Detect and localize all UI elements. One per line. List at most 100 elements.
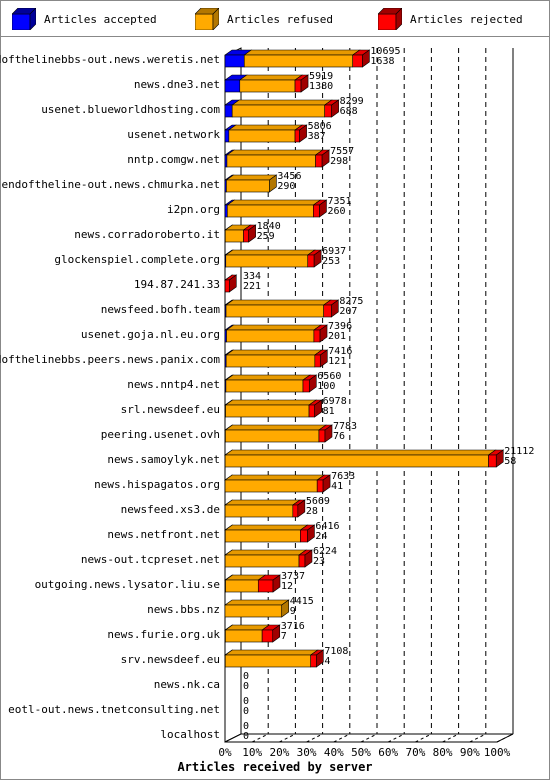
bar-side <box>297 499 306 518</box>
value-label-total: 8275 <box>339 296 363 307</box>
bar-segment-top <box>227 124 303 131</box>
bar-segment <box>310 654 317 668</box>
x-tick-label: 100% <box>484 746 511 759</box>
category-label: endoftheline-out.news.chmurka.net <box>1 178 220 191</box>
value-label-secondary: 12 <box>281 581 293 592</box>
x-tick-label: 50% <box>351 746 371 759</box>
bar-side <box>316 649 324 668</box>
category-label: 194.87.241.33 <box>134 278 220 291</box>
bar-side <box>269 174 277 193</box>
value-label-secondary: 221 <box>243 281 261 292</box>
value-label-secondary: 76 <box>333 431 345 442</box>
value-label-total: 6978 <box>323 396 347 407</box>
bar-segment-top <box>225 174 278 181</box>
bar-segment <box>228 129 296 143</box>
bar-segment <box>224 529 301 543</box>
bar-segment <box>225 379 304 393</box>
value-label-total: 8299 <box>340 96 364 107</box>
category-label: news.bbs.nz <box>147 603 220 616</box>
value-label-total: 7108 <box>324 646 348 657</box>
category-label: news.furie.org.uk <box>107 628 220 641</box>
x-tick-label: 20% <box>269 746 289 759</box>
category-label: eotl-out.news.tnetconsulting.net <box>8 703 220 716</box>
bar-segment <box>224 79 241 93</box>
bar-segment-top <box>225 299 332 306</box>
bar-segment <box>225 354 316 368</box>
bar-segment-top <box>225 349 323 356</box>
bar-side <box>324 424 333 443</box>
bar-segment <box>243 229 249 243</box>
category-label: i2pn.org <box>167 203 220 216</box>
bar-segment <box>224 554 300 568</box>
category-label: news.hispagatos.org <box>94 478 220 491</box>
bar-segment <box>308 404 315 418</box>
bar-segment <box>224 204 228 218</box>
value-label-total: 0 <box>243 696 249 707</box>
gridline-floor <box>496 733 514 743</box>
bar-segment <box>224 454 489 468</box>
gridline-floor <box>279 733 296 743</box>
bar-side <box>362 49 370 68</box>
bar-side <box>304 549 313 568</box>
x-tick-label: 80% <box>433 746 453 759</box>
value-label-total: 7416 <box>328 346 352 357</box>
value-label-total: 5919 <box>309 71 333 82</box>
value-label-secondary: 7 <box>281 631 287 642</box>
bar-segment <box>294 79 302 93</box>
category-label: localhost <box>160 728 220 741</box>
legend-swatch-accepted <box>11 7 37 31</box>
value-label-total: 7557 <box>330 146 354 157</box>
category-label: usenet.network <box>127 128 220 141</box>
legend-item-refused: Articles refused <box>194 7 333 31</box>
value-label-secondary: 207 <box>339 306 357 317</box>
category-label: nntp.comgw.net <box>127 153 220 166</box>
value-label-total: 0 <box>243 721 249 732</box>
bar-side <box>495 449 504 468</box>
legend-label-refused: Articles refused <box>227 13 333 26</box>
bar-segment-top <box>226 199 322 206</box>
value-label-secondary: 387 <box>308 131 326 142</box>
x-axis-title: Articles received by server <box>177 760 373 774</box>
value-label-secondary: 201 <box>328 331 346 342</box>
value-label-secondary: 9 <box>290 606 296 617</box>
value-label-secondary: 58 <box>504 456 516 467</box>
category-label: news.samoylyk.net <box>107 453 220 466</box>
bar-side <box>307 524 315 543</box>
bar-segment <box>352 54 363 68</box>
category-label: outgoing.news.lysator.liu.se <box>35 578 220 591</box>
value-label-total: 6224 <box>313 546 337 557</box>
value-label-secondary: 1638 <box>370 56 394 67</box>
bar-side <box>314 399 322 418</box>
bar-side <box>228 274 237 293</box>
value-label-secondary: 290 <box>277 181 295 192</box>
gridline-floor <box>360 733 378 743</box>
gridline-floor <box>387 733 405 743</box>
value-label-total: 3716 <box>281 621 305 632</box>
value-label-secondary: 23 <box>313 556 325 567</box>
bar-segment <box>231 104 326 118</box>
bar-segment-top <box>231 99 333 106</box>
bar-side <box>313 249 322 268</box>
bar-side <box>281 599 290 618</box>
bar-segment <box>315 154 323 168</box>
bar-side <box>272 624 281 643</box>
legend-item-rejected: Articles rejected <box>377 7 523 31</box>
category-label: news.nntp4.net <box>127 378 220 391</box>
bar-side <box>300 74 309 93</box>
value-label-total: 5669 <box>306 496 330 507</box>
bar-segment <box>226 154 316 168</box>
legend-swatch-refused <box>194 7 220 31</box>
category-label: endofthelinebbs-out.news.weretis.net <box>0 53 220 66</box>
x-tick-label: 60% <box>378 746 398 759</box>
bar-side <box>321 149 330 168</box>
value-label-total: 6937 <box>322 246 346 257</box>
category-label: news.nk.ca <box>154 678 220 691</box>
value-label-total: 3456 <box>277 171 301 182</box>
category-label: usenet.goja.nl.eu.org <box>81 328 220 341</box>
bar-segment-top <box>243 49 361 56</box>
bar-segment-top <box>224 624 271 631</box>
value-label-secondary: 41 <box>331 481 343 492</box>
bar-segment-top <box>224 374 311 381</box>
x-tick-label: 90% <box>460 746 480 759</box>
value-label-total: 6560 <box>317 371 341 382</box>
